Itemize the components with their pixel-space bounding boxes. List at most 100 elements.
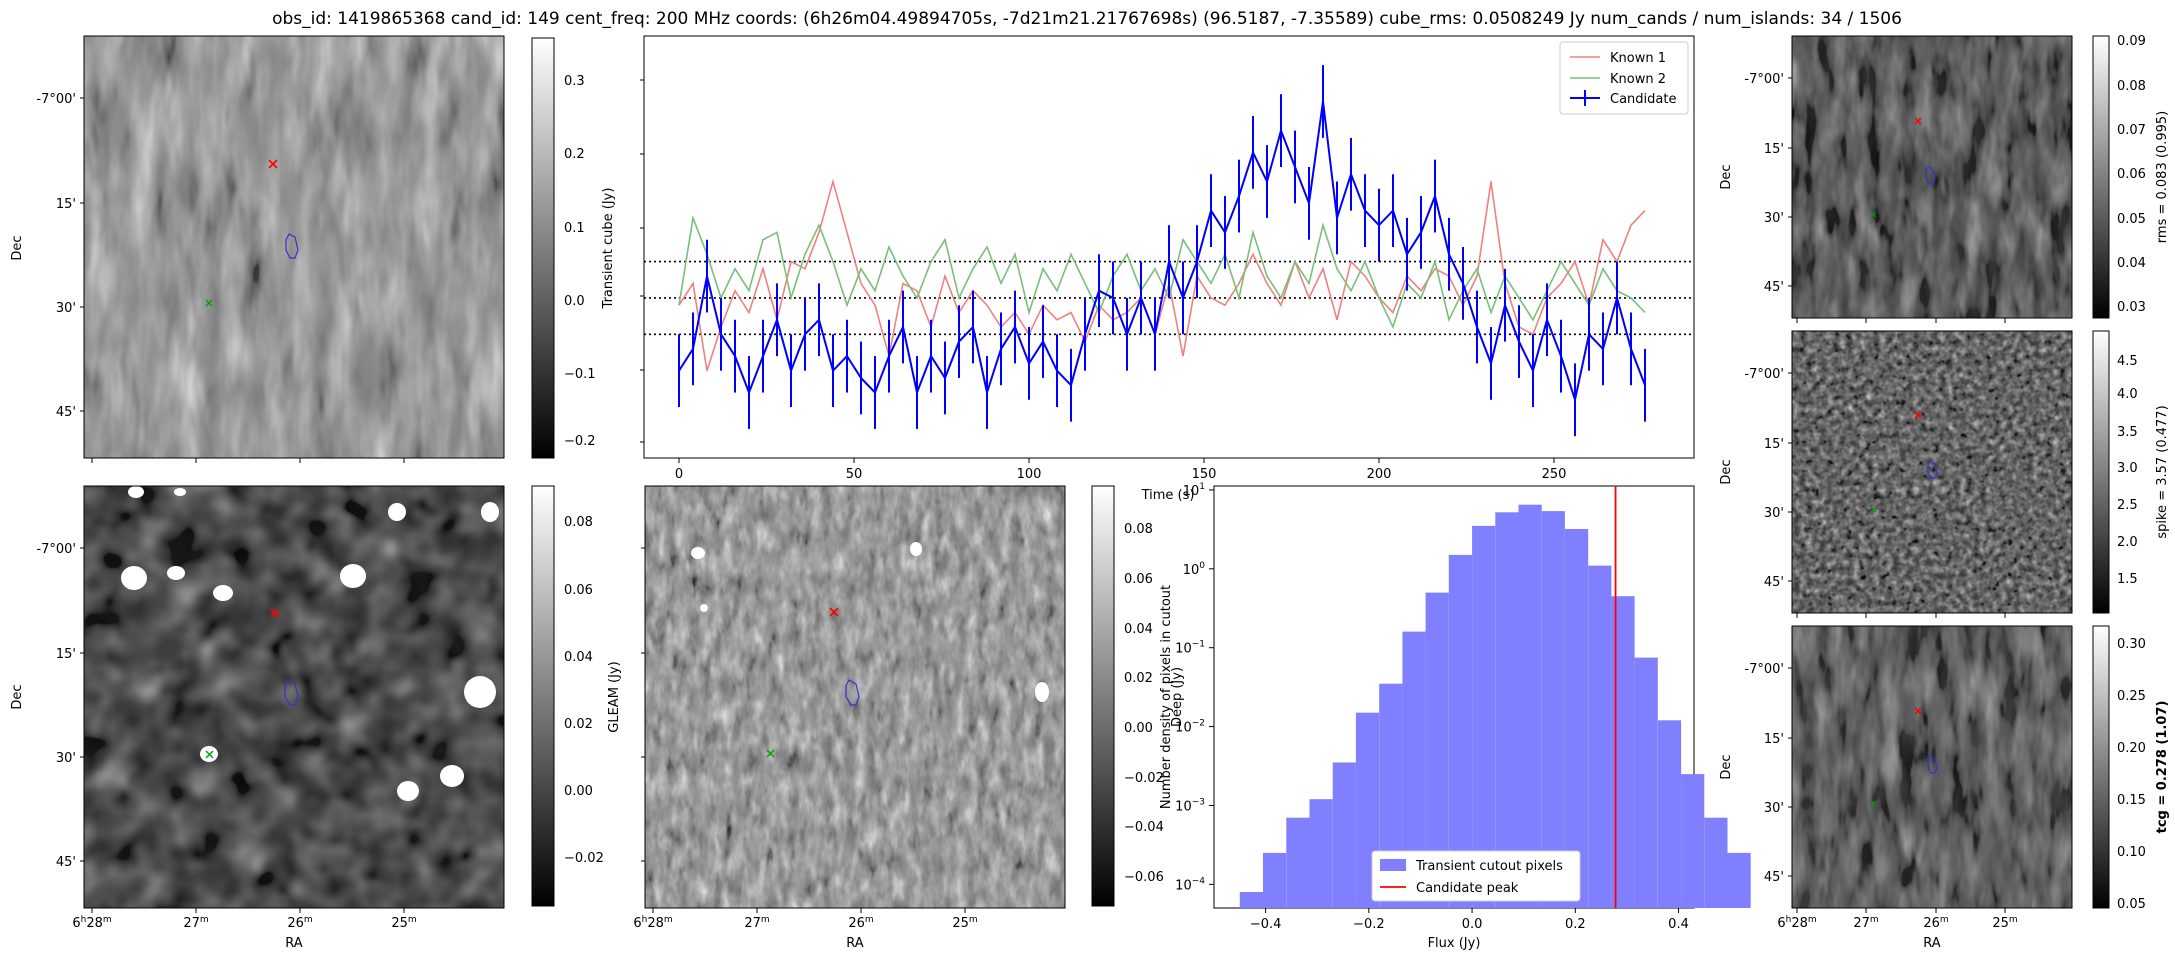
colorbar-tick-label: 0.04: [564, 650, 593, 665]
dec-tick-label: 15': [1764, 437, 1784, 452]
histogram-bar: [1402, 631, 1426, 908]
histogram-y-tick-label: 10−4: [1175, 876, 1205, 893]
histogram-bar: [1309, 799, 1333, 908]
histogram-bar: [1704, 817, 1728, 908]
colorbar-tick-label: 0.05: [2117, 897, 2146, 912]
ra-tick-label: 26m: [848, 915, 873, 931]
histogram-bar: [1634, 657, 1658, 908]
ra-tick-label: 25m: [391, 915, 416, 931]
colorbar-tick-label: −0.1: [564, 367, 596, 382]
ra-axis: 6h28m 27m 26m 25m RA: [72, 908, 417, 951]
colorbar-label: GLEAM (Jy): [607, 661, 622, 732]
colorbar-tick-label: 0.1: [564, 221, 585, 236]
series-candidate: [678, 101, 1646, 404]
histogram-y-label: Number density of pixels in cutout: [1159, 585, 1174, 809]
colorbar-tick-label: 0.20: [2117, 741, 2146, 756]
colorbar-tick-label: 0.07: [2117, 123, 2146, 138]
deep-image: [645, 486, 1065, 908]
colorbar-tick-label: 0.06: [2117, 167, 2146, 182]
colorbar-tick-label: 0.00: [564, 784, 593, 799]
tcg-image: [1792, 626, 2072, 908]
colorbar-tick-label: −0.06: [1124, 870, 1164, 885]
ra-axis: 6h28m 27m 26m 25m RA: [1777, 908, 2018, 951]
colorbar-tick-label: 4.0: [2117, 387, 2138, 402]
candidate-contour: [284, 679, 299, 706]
colorbar-tick-label: 2.0: [2117, 535, 2138, 550]
gleam-image: [84, 486, 504, 908]
panel-spike: -7°00' 15' 30' 45' Dec 4.5 4.0 3.5 3.0 2…: [1719, 330, 2170, 618]
legend-candidate-peak: Candidate peak: [1416, 881, 1519, 896]
dec-tick-label: 45': [1764, 870, 1784, 885]
colorbar-label: Transient cube (Jy): [601, 188, 616, 310]
colorbar-tick-label: −0.2: [564, 434, 596, 449]
dec-axis: -7°00' 15' 30' 45' Dec: [10, 92, 84, 420]
ra-tick-label: 26m: [287, 915, 312, 931]
histogram-y-axis: 101 100 10−1 10−2 10−3 10−4: [1175, 482, 1214, 893]
ra-axis-label: RA: [846, 936, 864, 951]
dec-tick-label: 30': [1764, 506, 1784, 521]
candidate-contour: [1927, 460, 1938, 479]
panel-histogram: −0.4 −0.2 0.0 0.2 0.4 101 100 10−1 10−2 10−3 10−4…: [1159, 482, 1751, 951]
histogram-x-axis: −0.4 −0.2 0.0 0.2 0.4: [1250, 908, 1689, 932]
colorbar-label: spike = 3.57 (0.477): [2155, 405, 2170, 538]
known1-marker: [829, 607, 839, 617]
colorbar-tick-label: 0.00: [1124, 721, 1153, 736]
dec-tick-label: 15': [56, 647, 76, 662]
colorbar-tick-label: 2.5: [2117, 498, 2138, 513]
series-known-1: [678, 178, 1646, 371]
colorbar-label: rms = 0.083 (0.995): [2155, 111, 2170, 243]
lightcurve-x-label: Time (s): [1141, 488, 1195, 503]
candidate-contour: [1927, 755, 1938, 774]
dec-axis-label: Dec: [1719, 164, 1734, 189]
transient-cube-colorbar: 0.3 0.2 0.1 0.0 −0.1 −0.2 Transient cube…: [531, 37, 616, 459]
known2-marker: [766, 749, 775, 758]
histogram-y-tick-label: 100: [1183, 561, 1206, 578]
transient-cube-image: [84, 36, 504, 458]
colorbar-tick-label: 0.02: [564, 717, 593, 732]
colorbar-label: tcg = 0.278 (1.07): [2155, 701, 2170, 834]
colorbar-ticks: 0.3 0.2 0.1 0.0 −0.1 −0.2: [564, 74, 596, 449]
colorbar-tick-label: 0.08: [2117, 79, 2146, 94]
colorbar-tick-label: 1.5: [2117, 572, 2138, 587]
histogram-y-tick-label: 10−3: [1175, 797, 1205, 814]
colorbar-tick-label: 0.02: [1124, 671, 1153, 686]
colorbar-tick-label: 0.15: [2117, 793, 2146, 808]
candidate-contour: [1925, 166, 1936, 185]
histogram-x-tick-label: 0.0: [1462, 917, 1483, 932]
histogram-bar: [1681, 774, 1705, 908]
colorbar-tick-label: 3.0: [2117, 461, 2138, 476]
lightcurve-series: [678, 65, 1646, 437]
colorbar-tick-label: 0.10: [2117, 845, 2146, 860]
known1-marker: [270, 608, 280, 618]
histogram-y-tick-label: 101: [1183, 482, 1205, 499]
histogram-x-tick-label: 0.4: [1668, 917, 1689, 932]
histogram-bar: [1263, 852, 1287, 908]
ra-tick-label: 27m: [744, 915, 769, 931]
histogram-bar: [1425, 592, 1449, 908]
known2-marker: [1870, 506, 1877, 513]
dec-tick-label: 30': [1764, 801, 1784, 816]
lightcurve-x-tick-label: 150: [1192, 467, 1217, 482]
dec-axis-label: Dec: [1719, 459, 1734, 484]
rms-image: [1792, 36, 2072, 318]
panel-lightcurve: 0 50 100 150 200 250 Time (s) Known 1 Known 2…: [640, 35, 1695, 503]
colorbar-tick-label: 0.08: [564, 515, 593, 530]
candidate-contour: [285, 233, 299, 259]
dec-tick-label: 45': [1764, 280, 1784, 295]
known1-marker: [1914, 411, 1922, 419]
legend-transient-pixels: Transient cutout pixels: [1415, 859, 1563, 874]
ra-tick-label: 25m: [952, 915, 977, 931]
deep-colorbar: 0.08 0.06 0.04 0.02 0.00 −0.02 −0.04 −0.…: [1091, 485, 1185, 907]
dec-tick-label: 15': [1764, 142, 1784, 157]
histogram-bar: [1448, 554, 1472, 908]
colorbar-tick-label: −0.02: [564, 851, 604, 866]
histogram-x-tick-label: 0.2: [1565, 917, 1586, 932]
histogram-x-tick-label: −0.2: [1353, 917, 1385, 932]
colorbar-tick-label: 0.04: [1124, 622, 1153, 637]
histogram-y-tick-label: 10−1: [1175, 640, 1205, 657]
ra-tick-label: 6h28m: [633, 915, 672, 931]
dec-tick-label: -7°00': [1744, 72, 1784, 87]
dec-axis-label: Dec: [10, 235, 25, 260]
colorbar-tick-label: 0.0: [564, 294, 585, 309]
histogram-bar: [1727, 852, 1751, 908]
